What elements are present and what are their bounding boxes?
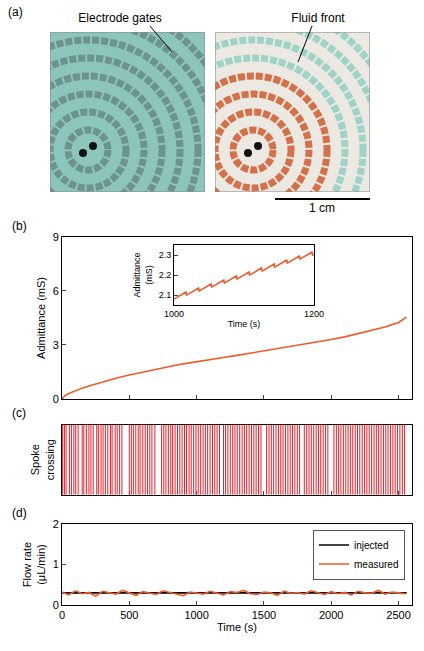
svg-text:Admittance(mS): Admittance(mS): [132, 253, 154, 298]
svg-text:1 cm: 1 cm: [309, 201, 335, 215]
svg-text:2: 2: [53, 518, 59, 530]
svg-text:Spokecrossing: Spokecrossing: [29, 439, 55, 480]
svg-text:500: 500: [120, 609, 138, 621]
svg-text:2.3: 2.3: [159, 250, 172, 260]
svg-text:(b): (b): [12, 219, 27, 233]
svg-text:1000: 1000: [184, 609, 208, 621]
svg-text:(c): (c): [12, 406, 26, 420]
svg-text:Admittance (mS): Admittance (mS): [35, 277, 47, 359]
svg-text:0: 0: [53, 393, 59, 405]
svg-text:2000: 2000: [319, 609, 343, 621]
svg-text:2500: 2500: [386, 609, 410, 621]
svg-text:1200: 1200: [304, 309, 324, 319]
svg-text:2.1: 2.1: [159, 290, 172, 300]
svg-text:Time (s): Time (s): [217, 621, 257, 633]
svg-text:injected: injected: [354, 540, 388, 551]
svg-text:2.2: 2.2: [159, 270, 172, 280]
svg-text:6: 6: [53, 285, 59, 297]
svg-text:1500: 1500: [252, 609, 276, 621]
svg-text:1: 1: [53, 558, 59, 570]
svg-text:0: 0: [59, 609, 65, 621]
svg-text:Time (s): Time (s): [228, 319, 261, 329]
svg-text:1000: 1000: [164, 309, 184, 319]
svg-text:(d): (d): [12, 506, 27, 520]
svg-text:Fluid front: Fluid front: [291, 11, 345, 25]
svg-text:(a): (a): [8, 5, 23, 19]
svg-text:9: 9: [53, 231, 59, 243]
svg-text:3: 3: [53, 339, 59, 351]
svg-text:Flow rate(μL/min): Flow rate(μL/min): [21, 542, 47, 587]
svg-text:measured: measured: [354, 559, 398, 570]
svg-text:0: 0: [53, 599, 59, 611]
svg-text:Electrode gates: Electrode gates: [78, 11, 161, 25]
